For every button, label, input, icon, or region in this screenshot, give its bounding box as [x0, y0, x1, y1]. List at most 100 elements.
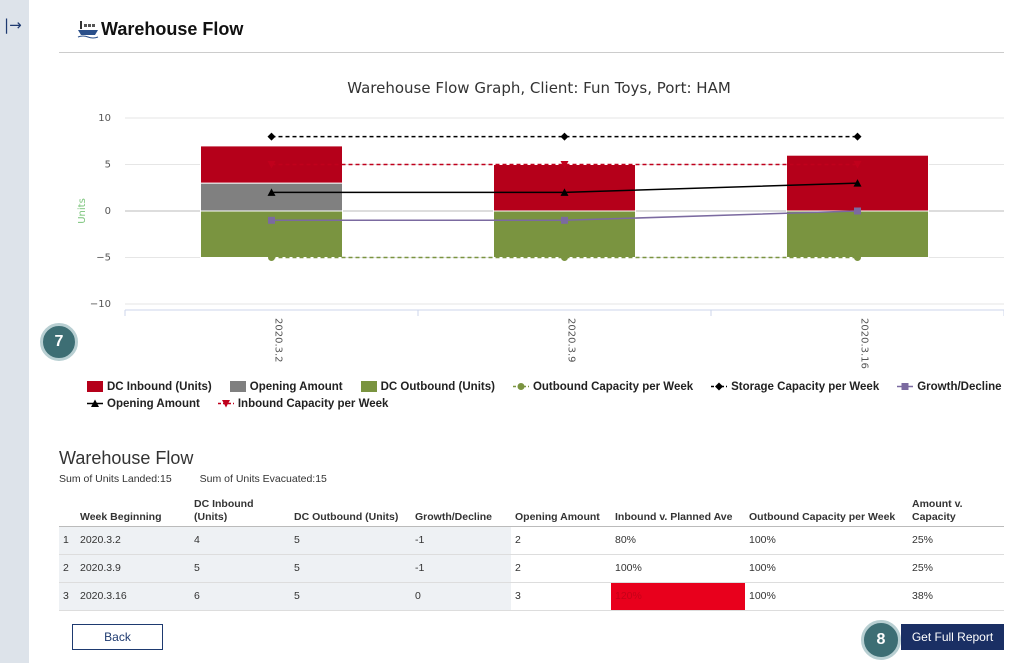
back-button[interactable]: Back [72, 624, 163, 650]
bar-opening-amount[interactable] [200, 182, 343, 212]
table-cell: 2020.3.2 [76, 526, 190, 555]
y-tick-label: 5 [105, 160, 111, 171]
step-marker-7: 7 [40, 323, 78, 361]
table-header-inbound-planned: Inbound v. Planned Ave [611, 495, 745, 527]
table-cell: -1 [411, 554, 511, 583]
get-full-report-button[interactable]: Get Full Report [901, 624, 1004, 650]
table-cell: 4 [190, 526, 290, 555]
table-cell: 2020.3.9 [76, 554, 190, 583]
legend-item[interactable]: DC Inbound (Units) [87, 381, 212, 393]
legend-item[interactable]: DC Outbound (Units) [360, 381, 495, 393]
table-row[interactable]: 2 2020.3.9 5 5 -1 2 100% 100% 25% [59, 554, 1004, 583]
point-growth-decline[interactable] [561, 216, 568, 224]
sums-summary: Sum of Units Landed:15 Sum of Units Evac… [59, 473, 355, 485]
y-axis-label: Units [77, 198, 88, 224]
step-marker-8: 8 [861, 620, 901, 660]
table-row[interactable]: 1 2020.3.2 4 5 -1 2 80% 100% 25% [59, 526, 1004, 555]
point-opening-amount[interactable] [560, 188, 569, 196]
point-opening-amount[interactable] [267, 188, 276, 196]
legend-item[interactable]: Storage Capacity per Week [711, 381, 879, 393]
legend-swatch [512, 383, 529, 390]
legend-marker[interactable] [715, 382, 724, 391]
point-inbound-capacity-per-week[interactable] [267, 161, 276, 169]
sum-units-evacuated: Sum of Units Evacuated:15 [199, 473, 327, 485]
point-outbound-capacity-per-week[interactable] [268, 254, 275, 261]
legend-marker[interactable] [901, 383, 909, 390]
table-cell: 5 [290, 554, 411, 583]
legend-swatch [87, 381, 103, 392]
legend-label: DC Inbound (Units) [107, 380, 212, 393]
table-header-week: Week Beginning [76, 495, 190, 527]
table-section-title: Warehouse Flow [59, 448, 194, 468]
legend-marker[interactable] [91, 399, 99, 408]
legend-label: Opening Amount [107, 397, 200, 410]
legend-swatch [711, 382, 728, 391]
legend-swatch [229, 381, 246, 392]
point-storage-capacity-per-week[interactable] [560, 132, 569, 141]
table-cell: 6 [190, 582, 290, 611]
legend-item[interactable]: Opening Amount [229, 380, 343, 393]
table-cell: 100% [611, 554, 745, 583]
sum-units-landed: Sum of Units Landed:15 [59, 473, 172, 485]
legend-marker[interactable] [517, 383, 525, 390]
point-outbound-capacity-per-week[interactable] [854, 254, 861, 261]
chart-legend: DC Inbound (Units) Opening Amount DC Outbo… [87, 378, 1007, 412]
legend-swatch [217, 400, 234, 408]
legend-label: Opening Amount [249, 380, 343, 393]
table-cell: 100% [745, 582, 908, 611]
table-cell: -1 [411, 526, 511, 555]
x-tick-label: 2020.3.2 [273, 318, 284, 363]
bar-dc-outbound-units-[interactable] [786, 210, 929, 258]
point-opening-amount[interactable] [853, 179, 862, 187]
y-tick-label: 0 [105, 206, 111, 217]
legend-item[interactable]: Growth/Decline [897, 380, 1002, 393]
page-title: Warehouse Flow [101, 18, 244, 39]
x-tick-label: 2020.3.9 [566, 318, 577, 363]
table-header-index [59, 495, 76, 527]
legend-swatch [360, 381, 377, 392]
legend-item[interactable]: Outbound Capacity per Week [512, 380, 694, 393]
legend-item[interactable]: Inbound Capacity per Week [217, 397, 389, 410]
legend-label: Inbound Capacity per Week [237, 397, 389, 410]
expand-sidebar-icon[interactable]: |→ [4, 16, 22, 34]
table-header-row: Week Beginning DC Inbound (Units) DC Out… [59, 495, 1004, 527]
table-cell: 38% [908, 582, 1004, 611]
table-cell: 2 [511, 526, 611, 555]
table-cell: 100% [745, 554, 908, 583]
table-cell: 2 [511, 554, 611, 583]
table-cell: 5 [290, 582, 411, 611]
table-cell: 0 [411, 582, 511, 611]
y-tick-label: −5 [96, 253, 111, 264]
bar-dc-inbound-units-[interactable] [493, 164, 636, 212]
legend-label: Outbound Capacity per Week [532, 380, 694, 393]
point-growth-decline[interactable] [854, 207, 861, 215]
table-header-inbound: DC Inbound (Units) [190, 495, 290, 527]
table-header-opening: Opening Amount [511, 495, 611, 527]
legend-label: Growth/Decline [917, 380, 1002, 393]
legend-marker[interactable] [221, 400, 230, 408]
legend-label: Storage Capacity per Week [731, 380, 880, 393]
row-index: 2 [59, 554, 76, 583]
table-cell: 25% [908, 526, 1004, 555]
point-inbound-capacity-per-week[interactable] [560, 161, 569, 169]
warehouse-flow-chart: Warehouse Flow Graph, Client: Fun Toys, … [77, 79, 1004, 369]
table-cell: 3 [511, 582, 611, 611]
table-header-amount-capacity: Amount v. Capacity [908, 495, 1004, 527]
table-header-growth: Growth/Decline [411, 495, 511, 527]
table-cell: 120% [611, 582, 745, 611]
table-header-outbound-capacity: Outbound Capacity per Week [745, 495, 908, 527]
table-cell: 80% [611, 526, 745, 555]
table-cell: 5 [190, 554, 290, 583]
table-row[interactable]: 3 2020.3.16 6 5 0 3 120% 100% 38% [59, 582, 1004, 611]
point-outbound-capacity-per-week[interactable] [561, 254, 568, 261]
page-header: Warehouse Flow [77, 17, 243, 41]
x-tick-label: 2020.3.16 [859, 318, 870, 369]
warehouse-flow-table: Week Beginning DC Inbound (Units) DC Out… [59, 495, 1004, 611]
y-tick-label: 10 [98, 113, 111, 124]
point-inbound-capacity-per-week[interactable] [853, 161, 862, 169]
legend-swatch [897, 383, 914, 390]
legend-item[interactable]: Opening Amount [87, 398, 200, 410]
point-growth-decline[interactable] [268, 216, 275, 224]
point-storage-capacity-per-week[interactable] [853, 132, 862, 141]
point-storage-capacity-per-week[interactable] [267, 132, 276, 141]
